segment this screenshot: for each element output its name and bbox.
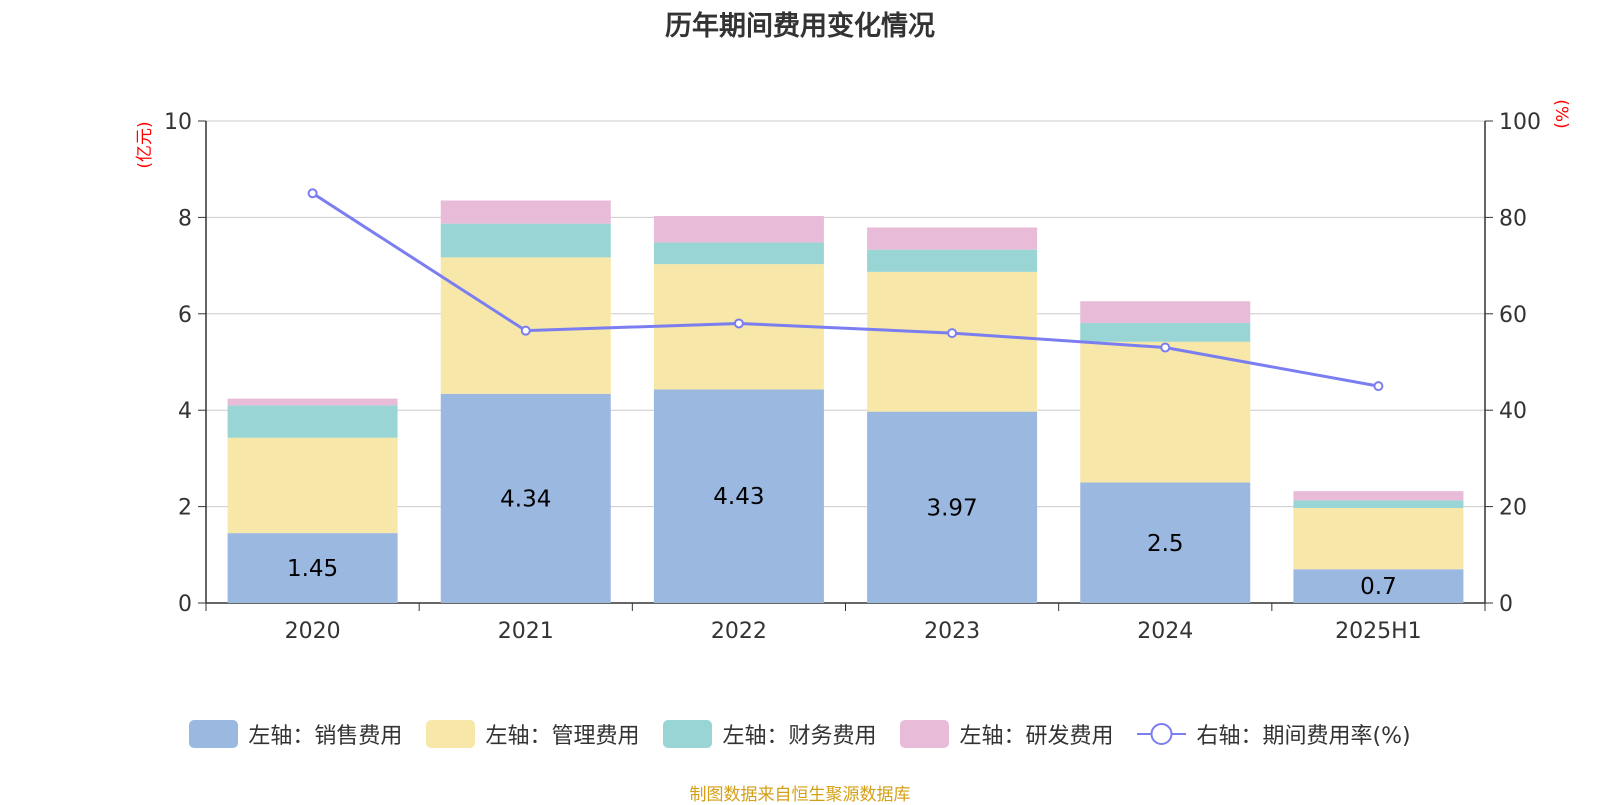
chart-legend: 左轴：销售费用 左轴：管理费用 左轴：财务费用 左轴：研发费用 右轴：期间费用率… xyxy=(0,718,1600,750)
left-axis-unit: (亿元) xyxy=(135,121,155,168)
expense-rate-point xyxy=(733,318,744,329)
x-axis-tick-label: 2025H1 xyxy=(1335,619,1422,644)
source-note: 制图数据来自恒生聚源数据库 xyxy=(689,785,911,805)
bar-data-label: 1.45 xyxy=(287,556,338,582)
bar-segment xyxy=(867,249,1038,272)
bar-data-label: 0.7 xyxy=(1360,574,1397,600)
bar-segment xyxy=(440,200,611,224)
left-axis-tick-label: 6 xyxy=(178,303,192,328)
left-axis-tick-label: 8 xyxy=(178,206,192,231)
bar-segment xyxy=(867,227,1038,250)
bar-segment xyxy=(1080,341,1251,483)
bar-segment xyxy=(653,215,824,243)
left-axis-tick-label: 0 xyxy=(178,592,192,617)
left-axis-tick-label: 4 xyxy=(178,399,192,424)
left-axis-tick-label: 2 xyxy=(178,496,192,521)
legend-item-sales[interactable]: 左轴：销售费用 xyxy=(189,718,402,750)
legend-swatch-admin xyxy=(426,720,476,748)
bar-segment xyxy=(440,223,611,258)
bar-segment xyxy=(1293,491,1464,501)
bar-segment xyxy=(1080,482,1251,603)
expense-rate-line xyxy=(311,192,1379,388)
legend-label-sales: 左轴：销售费用 xyxy=(248,724,403,749)
bar-segment xyxy=(653,242,824,265)
expense-rate-point xyxy=(1373,381,1384,392)
bar-data-label: 4.43 xyxy=(713,484,764,510)
right-axis-unit: (%) xyxy=(1551,99,1571,128)
right-axis-tick-label: 0 xyxy=(1499,592,1513,617)
right-axis-tick-label: 40 xyxy=(1499,399,1527,424)
bar-segment xyxy=(440,393,611,603)
bar-segment xyxy=(867,271,1038,412)
expense-rate-point xyxy=(307,188,318,199)
bar-segment xyxy=(227,405,398,438)
legend-label-rnd: 左轴：研发费用 xyxy=(959,724,1114,749)
left-axis-tick-label: 10 xyxy=(164,110,192,135)
expense-rate-point xyxy=(1160,342,1171,353)
legend-item-expense-rate[interactable]: 右轴：期间费用率(%) xyxy=(1137,718,1411,750)
bar-segment xyxy=(1080,322,1251,342)
x-axis-tick-label: 2021 xyxy=(498,619,554,644)
bar-segment xyxy=(653,389,824,603)
right-axis-tick-label: 80 xyxy=(1499,206,1527,231)
bar-segment xyxy=(1293,569,1464,603)
legend-item-rnd[interactable]: 左轴：研发费用 xyxy=(900,718,1113,750)
legend-label-expense-rate: 右轴：期间费用率(%) xyxy=(1196,724,1411,749)
legend-line-marker-icon xyxy=(1137,723,1187,745)
bar-segment xyxy=(1293,500,1464,509)
bar-segment xyxy=(1080,301,1251,323)
legend-item-finance[interactable]: 左轴：财务费用 xyxy=(663,718,876,750)
x-axis-tick-label: 2020 xyxy=(285,619,341,644)
expense-rate-point xyxy=(947,328,958,339)
bar-segment xyxy=(227,533,398,603)
bar-data-label: 3.97 xyxy=(926,495,977,521)
bar-data-label: 4.34 xyxy=(500,486,551,512)
chart-title: 历年期间费用变化情况 xyxy=(665,11,935,42)
legend-swatch-finance xyxy=(663,720,713,748)
x-axis-tick-label: 2022 xyxy=(711,619,767,644)
bar-segment xyxy=(867,411,1038,603)
expense-rate-point xyxy=(520,325,531,336)
legend-label-finance: 左轴：财务费用 xyxy=(722,724,877,749)
right-axis-tick-label: 60 xyxy=(1499,303,1527,328)
bar-data-label: 2.5 xyxy=(1147,531,1184,557)
legend-item-admin[interactable]: 左轴：管理费用 xyxy=(426,718,639,750)
right-axis-tick-label: 100 xyxy=(1499,110,1541,135)
legend-label-admin: 左轴：管理费用 xyxy=(485,724,640,749)
bar-segment xyxy=(227,398,398,406)
bar-segment xyxy=(440,257,611,394)
bar-segment xyxy=(1293,508,1464,570)
legend-swatch-sales xyxy=(189,720,239,748)
bar-segment xyxy=(227,437,398,534)
legend-swatch-rnd xyxy=(900,720,950,748)
x-axis-tick-label: 2024 xyxy=(1137,619,1193,644)
right-axis-tick-label: 20 xyxy=(1499,496,1527,521)
x-axis-tick-label: 2023 xyxy=(924,619,980,644)
